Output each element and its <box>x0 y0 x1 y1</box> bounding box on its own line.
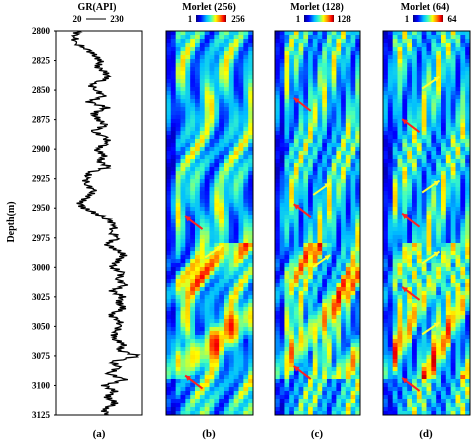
red-arrow <box>293 203 312 219</box>
panel-b-scalogram <box>166 31 254 416</box>
y-tick-label: 3125 <box>32 410 51 420</box>
y-tick-label: 2800 <box>32 26 51 36</box>
red-arrow <box>293 97 312 112</box>
yellow-arrow <box>312 254 331 268</box>
panel-d-scale-min: 1 <box>405 14 410 24</box>
y-tick-label: 2850 <box>32 85 51 95</box>
y-tick-label: 2925 <box>32 174 51 184</box>
panel-b-colorbar <box>196 15 226 22</box>
y-tick-label: 2825 <box>32 56 51 66</box>
panel-b-scale-max: 256 <box>231 14 245 24</box>
red-arrow <box>401 286 421 301</box>
panel-a-title: GR(API) <box>78 2 117 13</box>
red-arrow <box>184 215 204 230</box>
y-tick-label: 3025 <box>32 292 51 302</box>
panel-c-scalogram <box>275 31 361 416</box>
panel-d: Morlet (64) 1 64 (d) <box>382 2 471 440</box>
yellow-arrow <box>421 250 441 265</box>
panel-a-frame <box>55 30 143 416</box>
panel-d-colorbar <box>413 15 443 22</box>
panel-d-scalogram <box>383 31 471 416</box>
panel-a-label: (a) <box>93 428 106 440</box>
yellow-arrow <box>204 244 224 259</box>
panel-d-frame <box>382 30 471 416</box>
panel-b-label: (b) <box>202 428 216 440</box>
y-tick-label: 3000 <box>32 262 51 272</box>
red-arrow <box>401 377 421 392</box>
yellow-arrow <box>421 179 441 194</box>
panel-b-scale-min: 1 <box>188 14 193 24</box>
panel-a-scale-min: 20 <box>73 14 83 24</box>
yellow-arrow <box>421 75 441 90</box>
panel-b-arrows <box>184 215 224 390</box>
panel-d-arrows <box>401 75 441 392</box>
panel-c-title: Morlet (128) <box>290 2 344 13</box>
red-arrow <box>293 365 312 380</box>
yellow-arrow <box>421 321 441 336</box>
panel-c: Morlet (128) 1 128 (c) <box>274 2 361 440</box>
y-tick-label: 3050 <box>32 321 51 331</box>
panel-c-label: (c) <box>311 428 324 440</box>
panel-d-title: Morlet (64) <box>401 2 450 13</box>
panel-a-scale-max: 230 <box>110 14 124 24</box>
panel-c-colorbar <box>304 15 334 22</box>
panel-a: GR(API) 20 230 (a) <box>55 2 143 440</box>
y-tick-label: 2950 <box>32 203 51 213</box>
y-axis-label: Depth(m) <box>6 201 17 242</box>
red-arrow <box>184 374 204 390</box>
red-arrow <box>401 118 421 133</box>
panel-c-frame <box>274 30 361 416</box>
panel-b-title: Morlet (256) <box>182 2 236 13</box>
panel-b-frame <box>165 30 254 416</box>
y-tick-label: 2900 <box>32 144 51 154</box>
gr-log-curve <box>70 30 141 416</box>
panel-d-scale-max: 64 <box>448 14 458 24</box>
y-tick-label: 3075 <box>32 351 51 361</box>
y-tick-label: 3100 <box>32 380 51 390</box>
y-axis-ticks: 2800 2825 2850 2875 2900 2925 2950 2975 3000 3025… <box>32 26 57 420</box>
red-arrow <box>401 212 421 228</box>
yellow-arrow <box>312 182 331 196</box>
y-tick-label: 2875 <box>32 115 51 125</box>
y-tick-label: 2975 <box>32 233 51 243</box>
panel-d-label: (d) <box>419 428 433 440</box>
panel-c-arrows <box>293 97 331 380</box>
panel-b: Morlet (256) 1 256 (b) <box>165 2 254 440</box>
panel-c-scale-min: 1 <box>296 14 301 24</box>
panel-c-scale-max: 128 <box>337 14 351 24</box>
